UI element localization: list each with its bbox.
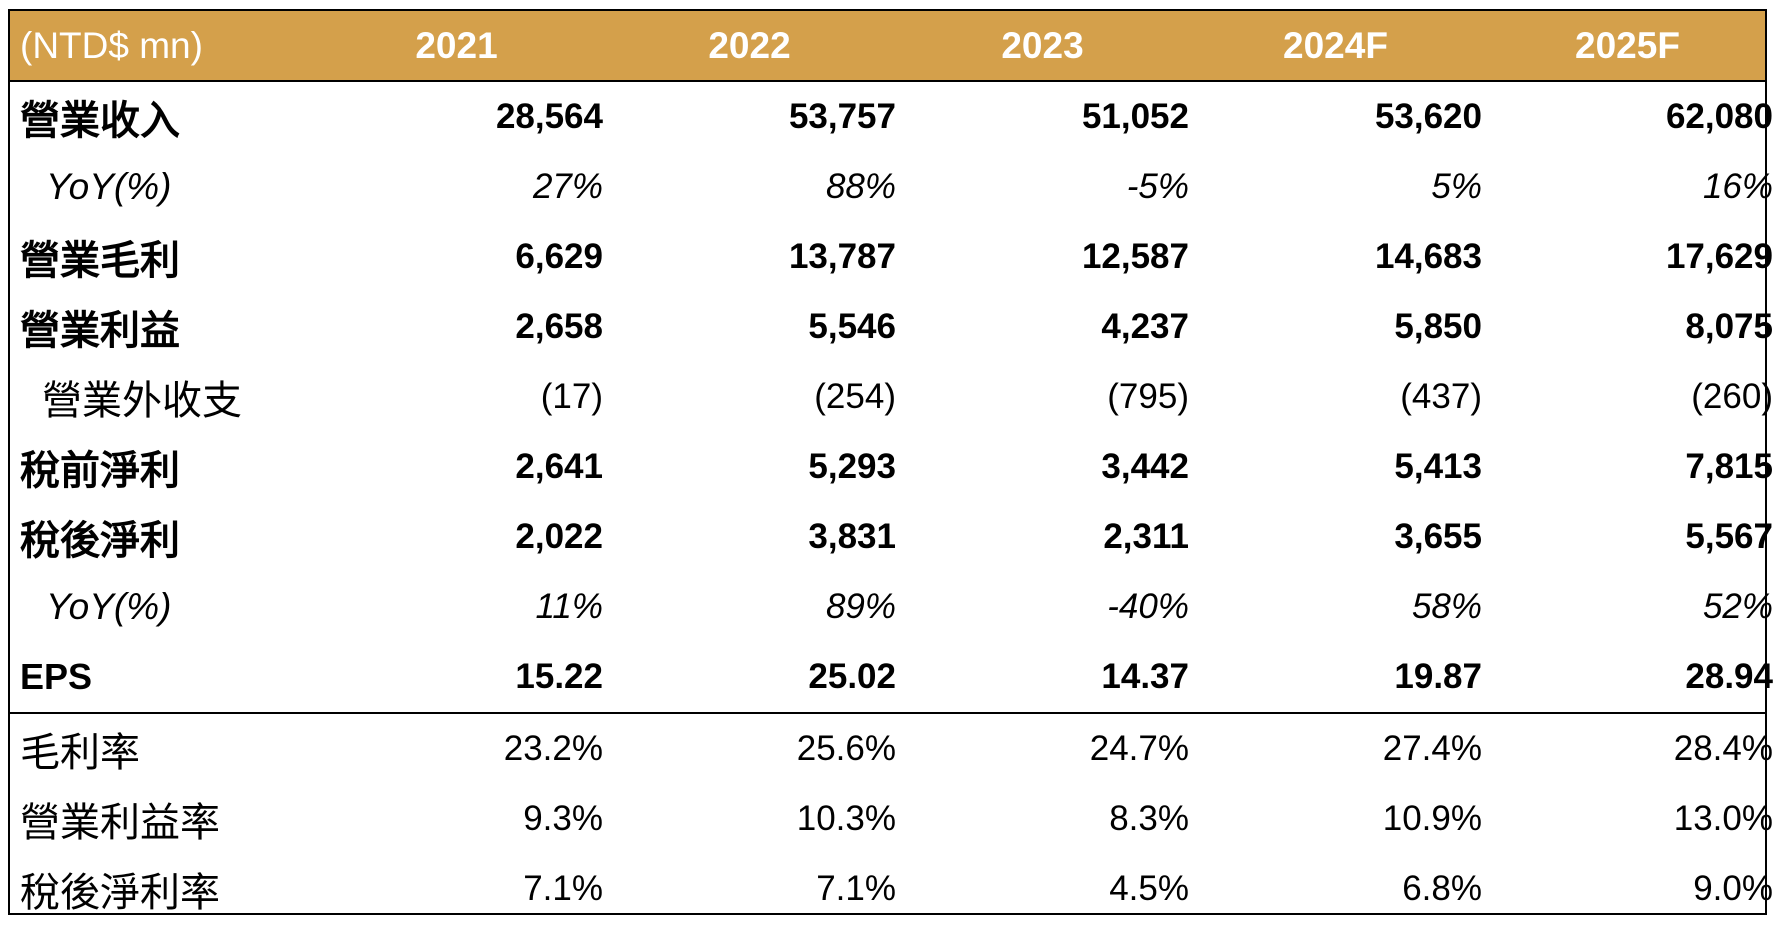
row-value: 13.0% bbox=[1673, 799, 1773, 838]
year-header-2021: 2021 bbox=[415, 24, 498, 66]
table-row-operating-margin: 營業利益率 9.3% 10.3% 8.3% 10.9% 13.0% bbox=[10, 784, 1773, 854]
table-row-gross-profit: 營業毛利 6,629 13,787 12,587 14,683 17,629 bbox=[10, 222, 1773, 292]
row-value: 28.4% bbox=[1673, 729, 1773, 768]
row-value: 15.22 bbox=[515, 657, 603, 696]
row-value: 23.2% bbox=[503, 729, 603, 768]
year-header-2022: 2022 bbox=[708, 24, 791, 66]
row-value: 5% bbox=[1431, 167, 1482, 206]
row-value: 25.02 bbox=[808, 657, 896, 696]
row-value: 7,815 bbox=[1685, 447, 1773, 486]
row-value: 88% bbox=[825, 167, 896, 206]
row-value: 4.5% bbox=[1109, 869, 1189, 908]
row-value: 24.7% bbox=[1089, 729, 1189, 768]
row-value: 3,831 bbox=[808, 517, 896, 556]
row-value: 5,293 bbox=[808, 447, 896, 486]
row-value: 5,546 bbox=[808, 307, 896, 346]
row-value: (17) bbox=[540, 377, 603, 416]
row-value: 8.3% bbox=[1109, 799, 1189, 838]
table-row-revenue-yoy: YoY(%) 27% 88% -5% 5% 16% bbox=[10, 152, 1773, 222]
row-value: (437) bbox=[1400, 377, 1482, 416]
row-value: 62,080 bbox=[1665, 97, 1773, 136]
row-value: 7.1% bbox=[816, 869, 896, 908]
row-value: 58% bbox=[1411, 587, 1482, 626]
table-row-gross-margin: 毛利率 23.2% 25.6% 24.7% 27.4% 28.4% bbox=[10, 714, 1773, 784]
table-row-net-income-yoy: YoY(%) 11% 89% -40% 58% 52% bbox=[10, 572, 1773, 642]
financial-table: (NTD$ mn) 2021 2022 2023 2024F 2025F 營業收… bbox=[8, 9, 1773, 915]
row-value: 2,311 bbox=[1103, 517, 1189, 556]
row-value: 53,620 bbox=[1374, 97, 1482, 136]
row-label: EPS bbox=[20, 656, 93, 697]
row-value: 7.1% bbox=[523, 869, 603, 908]
row-label: 營業利益 bbox=[20, 309, 180, 353]
row-value: 28.94 bbox=[1685, 657, 1773, 696]
row-value: 53,757 bbox=[788, 97, 896, 136]
table-header: (NTD$ mn) 2021 2022 2023 2024F 2025F bbox=[10, 11, 1765, 82]
row-label: 營業收入 bbox=[20, 99, 180, 143]
row-value: 28,564 bbox=[495, 97, 603, 136]
row-value: 27% bbox=[532, 167, 603, 206]
row-value: 3,655 bbox=[1394, 517, 1482, 556]
row-label: YoY(%) bbox=[46, 586, 172, 627]
table-row-pretax-income: 稅前淨利 2,641 5,293 3,442 5,413 7,815 bbox=[10, 432, 1773, 502]
row-label: YoY(%) bbox=[46, 166, 172, 207]
table-row-non-operating: 營業外收支 (17) (254) (795) (437) (260) bbox=[10, 362, 1773, 432]
row-label: 毛利率 bbox=[20, 731, 140, 775]
unit-label: (NTD$ mn) bbox=[20, 24, 203, 66]
row-value: 14,683 bbox=[1374, 237, 1482, 276]
table-row-operating-income: 營業利益 2,658 5,546 4,237 5,850 8,075 bbox=[10, 292, 1773, 362]
row-value: 6.8% bbox=[1402, 869, 1482, 908]
row-value: (795) bbox=[1107, 377, 1189, 416]
year-header-2023: 2023 bbox=[1001, 24, 1084, 66]
table-row-net-income: 稅後淨利 2,022 3,831 2,311 3,655 5,567 bbox=[10, 502, 1773, 572]
row-value: 51,052 bbox=[1081, 97, 1189, 136]
row-value: 25.6% bbox=[796, 729, 896, 768]
row-value: 9.0% bbox=[1693, 869, 1773, 908]
row-value: 14.37 bbox=[1101, 657, 1189, 696]
row-value: 16% bbox=[1702, 167, 1773, 206]
row-value: 13,787 bbox=[788, 237, 896, 276]
row-label: 營業外收支 bbox=[42, 379, 242, 423]
row-value: 2,641 bbox=[515, 447, 603, 486]
row-value: 5,413 bbox=[1394, 447, 1482, 486]
row-value: 4,237 bbox=[1101, 307, 1189, 346]
row-value: (254) bbox=[814, 377, 896, 416]
row-value: -5% bbox=[1126, 167, 1189, 206]
row-value: 27.4% bbox=[1382, 729, 1482, 768]
row-value: 8,075 bbox=[1685, 307, 1773, 346]
row-label: 營業利益率 bbox=[20, 801, 220, 845]
row-label: 稅前淨利 bbox=[20, 449, 180, 493]
table-row-net-margin: 稅後淨利率 7.1% 7.1% 4.5% 6.8% 9.0% bbox=[10, 854, 1773, 924]
row-label: 稅後淨利率 bbox=[20, 871, 220, 915]
row-value: 9.3% bbox=[523, 799, 603, 838]
row-value: 10.9% bbox=[1382, 799, 1482, 838]
row-value: 5,850 bbox=[1394, 307, 1482, 346]
row-value: 10.3% bbox=[796, 799, 896, 838]
row-value: -40% bbox=[1107, 587, 1189, 626]
row-value: 6,629 bbox=[515, 237, 603, 276]
row-value: 2,022 bbox=[515, 517, 603, 556]
row-label: 營業毛利 bbox=[20, 239, 180, 283]
row-label: 稅後淨利 bbox=[20, 519, 180, 563]
row-value: 11% bbox=[535, 587, 603, 626]
row-value: 12,587 bbox=[1081, 237, 1189, 276]
row-value: 5,567 bbox=[1685, 517, 1773, 556]
row-value: 52% bbox=[1702, 587, 1773, 626]
row-value: 2,658 bbox=[515, 307, 603, 346]
table-row-eps: EPS 15.22 25.02 14.37 19.87 28.94 bbox=[10, 642, 1773, 714]
row-value: 89% bbox=[825, 587, 896, 626]
year-header-2024f: 2024F bbox=[1283, 24, 1388, 66]
table-row-revenue: 營業收入 28,564 53,757 51,052 53,620 62,080 bbox=[10, 82, 1773, 152]
row-value: 19.87 bbox=[1394, 657, 1482, 696]
row-value: (260) bbox=[1691, 377, 1773, 416]
row-value: 3,442 bbox=[1101, 447, 1189, 486]
year-header-2025f: 2025F bbox=[1575, 24, 1680, 66]
row-value: 17,629 bbox=[1665, 237, 1773, 276]
